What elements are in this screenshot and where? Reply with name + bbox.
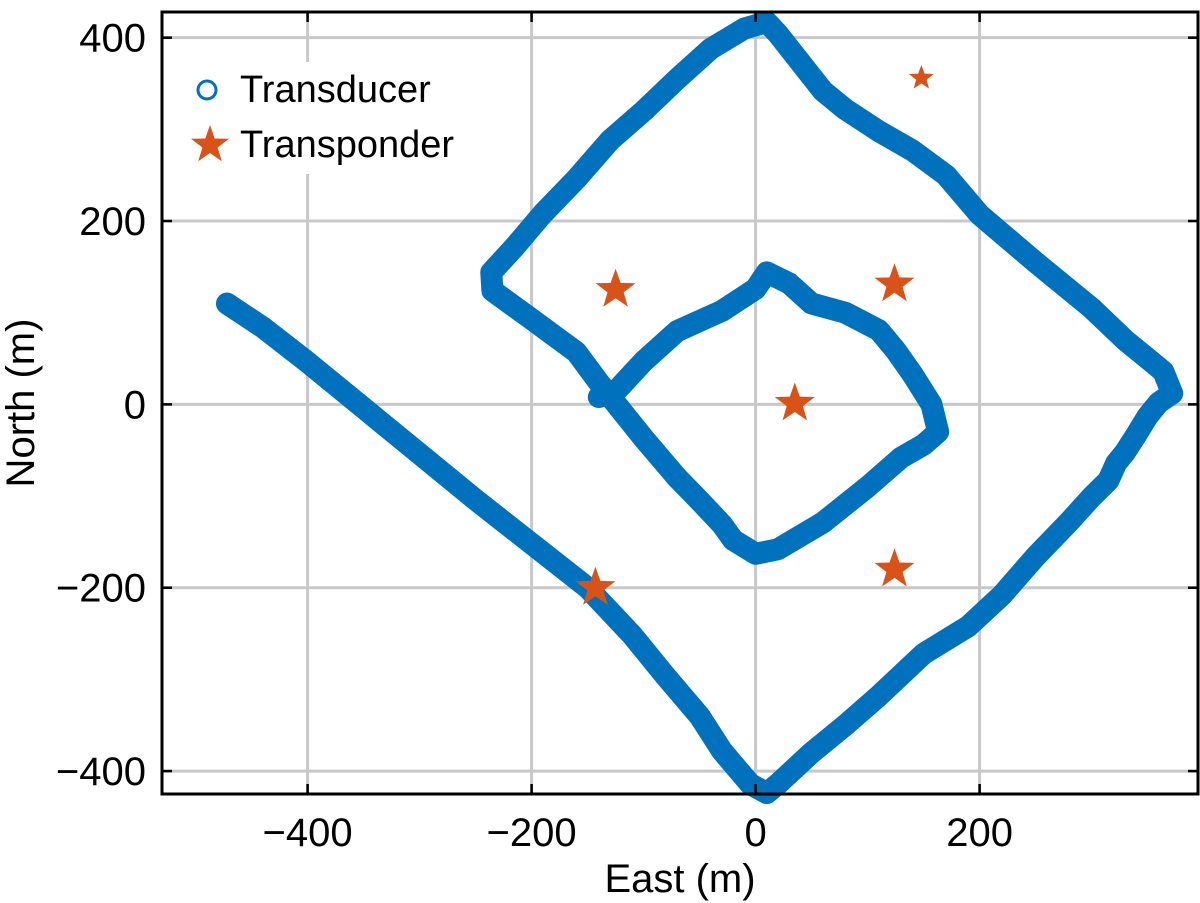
legend-box bbox=[186, 62, 496, 174]
x-tick-label: −400 bbox=[263, 811, 353, 855]
y-tick-label: −400 bbox=[56, 750, 146, 794]
transponder-point bbox=[874, 263, 915, 302]
legend-label-transducer: Transducer bbox=[240, 69, 431, 111]
x-axis-label: East (m) bbox=[604, 857, 755, 901]
series-transducer bbox=[215, 11, 1184, 805]
transponder-point bbox=[575, 566, 616, 605]
legend-marker-transducer bbox=[196, 79, 218, 101]
axis-ticks: −400 −200 0 200 −400 −200 0 200 400 bbox=[56, 12, 1198, 855]
legend: Transducer Transponder bbox=[186, 62, 496, 174]
transponder-point bbox=[909, 65, 934, 89]
y-tick-label: 200 bbox=[79, 200, 146, 244]
x-tick-label: 0 bbox=[744, 811, 766, 855]
y-axis-label: North (m) bbox=[0, 319, 43, 488]
series-transponder bbox=[575, 65, 934, 605]
transponder-point bbox=[595, 268, 636, 307]
y-tick-label: 400 bbox=[79, 17, 146, 61]
legend-label-transponder: Transponder bbox=[240, 124, 454, 166]
y-tick-label: 0 bbox=[124, 383, 146, 427]
x-tick-label: −200 bbox=[487, 811, 577, 855]
transducer-point bbox=[588, 387, 609, 408]
transponder-point bbox=[874, 548, 915, 587]
grid bbox=[162, 12, 1198, 794]
transponder-point bbox=[774, 382, 815, 421]
y-tick-label: −200 bbox=[56, 567, 146, 611]
legend-marker-transponder bbox=[191, 125, 229, 162]
plot-frame bbox=[160, 10, 1200, 796]
x-tick-label: 200 bbox=[946, 811, 1013, 855]
